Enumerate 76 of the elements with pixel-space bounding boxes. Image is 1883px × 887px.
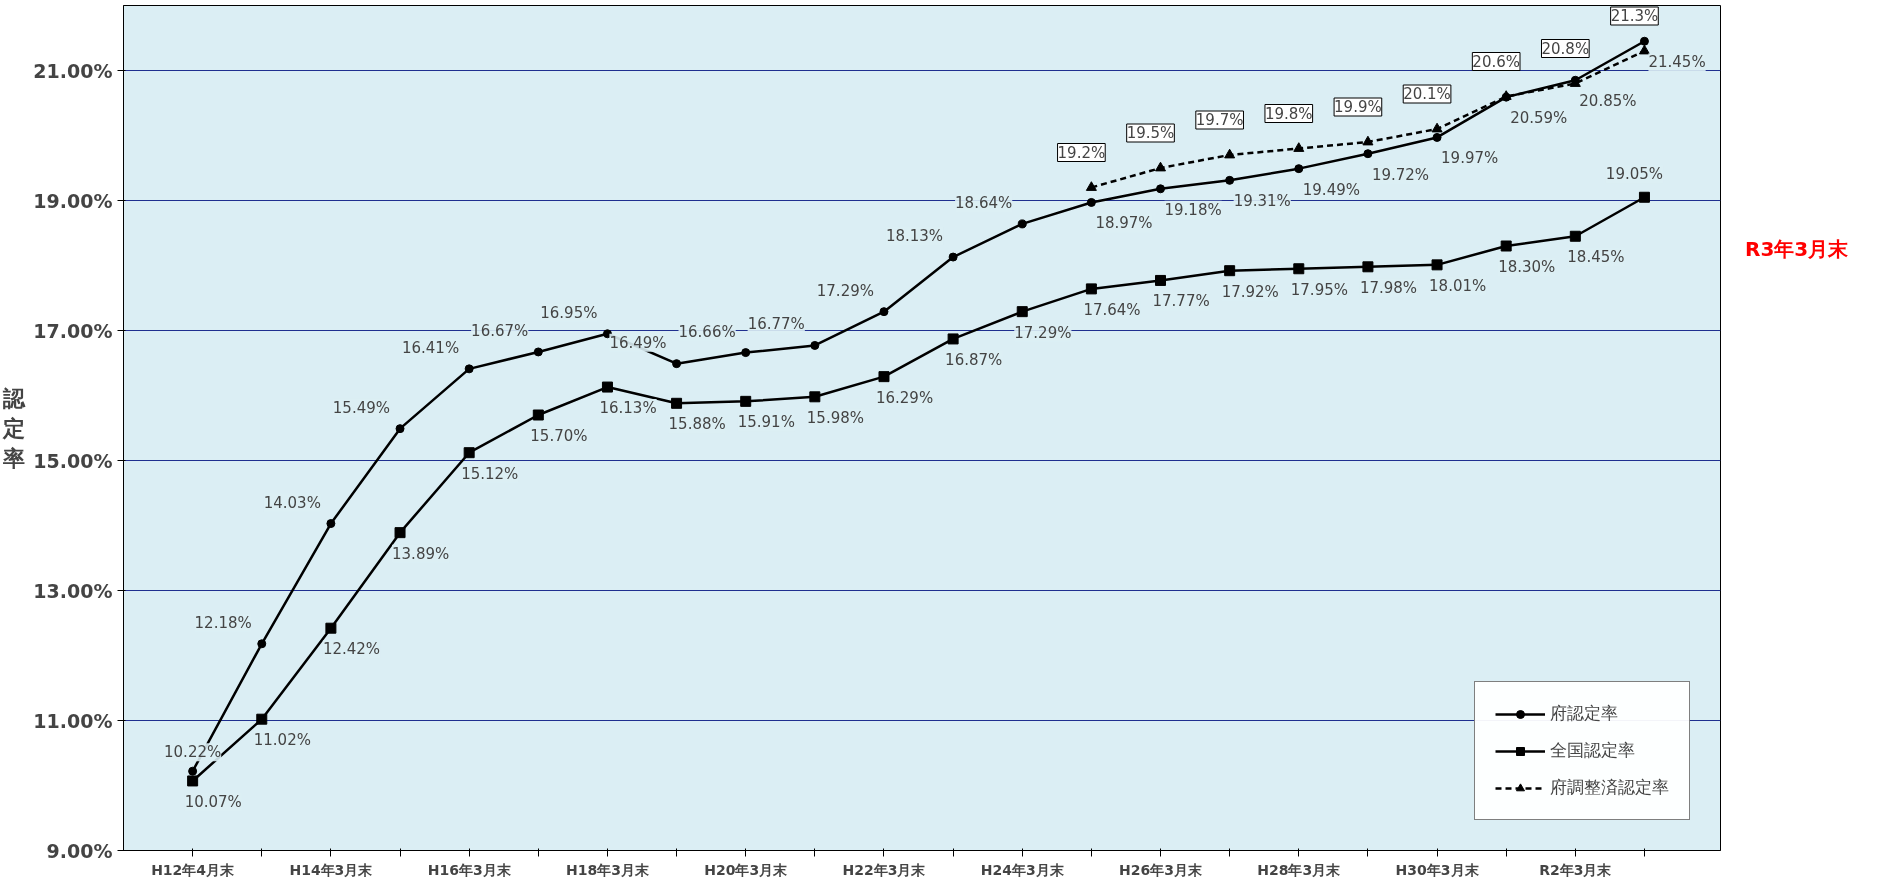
data-label: 17.77% [1152,292,1210,311]
x-tick-label: H14年3月末 [289,861,374,878]
x-tick-label: H28年3月末 [1257,861,1342,878]
x-tick-label: H18年3月末 [565,861,650,878]
y-tick-label: 11.00% [33,709,113,732]
data-label: 13.89% [392,544,450,563]
data-label: 16.66% [678,322,736,341]
data-label: 19.8% [1264,104,1313,123]
data-label: 17.98% [1359,278,1418,297]
data-label: 18.45% [1567,248,1625,267]
data-label: 19.49% [1302,180,1360,199]
data-label: 15.91% [737,413,795,432]
x-tick-label: R2年3月末 [1539,861,1613,878]
data-label: 18.64% [955,193,1013,212]
data-label: 16.77% [747,315,805,334]
data-label: 10.22% [164,743,222,762]
y-tick-label: 17.00% [33,319,113,342]
x-tick-label: H26年3月末 [1119,861,1203,878]
data-label: 19.31% [1233,192,1291,211]
data-label: 20.1% [1403,85,1451,103]
data-label: 10.07% [184,792,242,811]
y-tick-label: 19.00% [33,189,113,212]
data-label: 15.49% [332,398,391,417]
y-tick-label: 13.00% [33,579,113,602]
x-tick-label: H20年3月末 [704,861,789,878]
data-label: 12.42% [322,640,381,659]
data-label: 16.29% [875,388,934,407]
data-label: 20.85% [1579,92,1637,111]
data-label: 20.59% [1510,109,1568,128]
data-label: 21.45% [1648,53,1706,72]
data-label: 16.49% [609,333,667,352]
data-label: 16.95% [540,303,598,322]
text: R3年3月末 [1745,236,1849,263]
y-tick-label: 21.00% [33,59,113,82]
x-tick-label: H30年3月末 [1395,861,1480,878]
data-label: 15.88% [668,415,726,434]
legend-label: 府調整済認定率 [1550,776,1669,799]
data-label: 17.92% [1221,282,1279,301]
data-label: 19.05% [1605,165,1664,184]
legend-label: 全国認定率 [1550,739,1635,762]
data-label: 19.18% [1164,200,1222,219]
data-label: 15.98% [806,408,865,427]
data-label: 17.29% [816,281,874,300]
data-label: 15.12% [461,464,519,483]
data-label: 16.67% [471,321,529,340]
x-tick-label: H24年3月末 [980,861,1065,878]
data-label: 16.87% [945,350,1003,369]
y-tick-label: 9.00% [46,839,113,862]
data-label: 19.5% [1126,124,1175,142]
data-label: 18.13% [885,227,944,246]
data-label: 18.30% [1498,258,1556,276]
data-label: 17.64% [1083,300,1141,319]
data-label: 19.9% [1334,98,1382,116]
data-label: 20.6% [1472,52,1521,71]
x-tick-label: H22年3月末 [842,861,927,878]
data-label: 16.13% [599,399,657,418]
data-label: 17.95% [1290,280,1348,299]
data-label: 19.72% [1371,165,1430,184]
data-label: 18.97% [1095,214,1153,233]
data-label: 19.7% [1195,111,1244,129]
data-label: 14.03% [263,493,321,512]
data-label: 19.2% [1057,143,1106,162]
data-label: 17.29% [1014,323,1072,342]
data-label: 15.70% [530,427,588,445]
data-label: 19.97% [1441,149,1499,168]
x-tick-label: H12年4月末 [151,861,236,878]
legend-label: 府認定率 [1550,702,1618,725]
y-tick-label: 15.00% [33,449,113,472]
data-label: 11.02% [253,731,311,750]
data-label: 20.8% [1541,39,1590,58]
x-tick-label: H16年3月末 [427,861,512,878]
data-label: 21.3% [1610,7,1659,25]
data-label: 12.18% [194,613,252,632]
data-label: 18.01% [1429,276,1487,295]
data-label: 16.41% [401,338,460,357]
y-axis-title: 認定率 [2,385,27,471]
